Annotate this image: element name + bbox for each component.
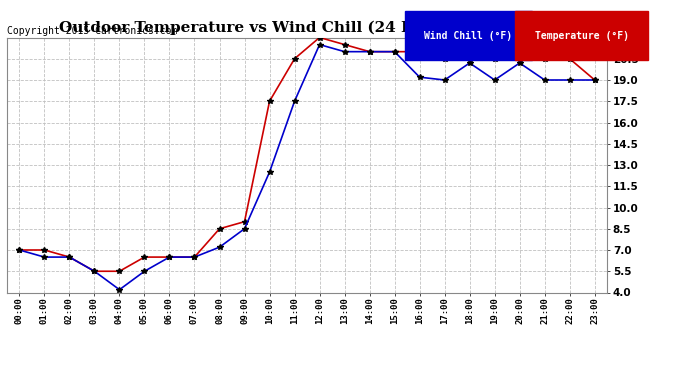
Text: Copyright 2015 Cartronics.com: Copyright 2015 Cartronics.com	[7, 26, 177, 36]
Text: Wind Chill (°F): Wind Chill (°F)	[424, 31, 513, 41]
Title: Outdoor Temperature vs Wind Chill (24 Hours)  20150203: Outdoor Temperature vs Wind Chill (24 Ho…	[59, 21, 555, 35]
Text: Temperature (°F): Temperature (°F)	[535, 31, 629, 41]
